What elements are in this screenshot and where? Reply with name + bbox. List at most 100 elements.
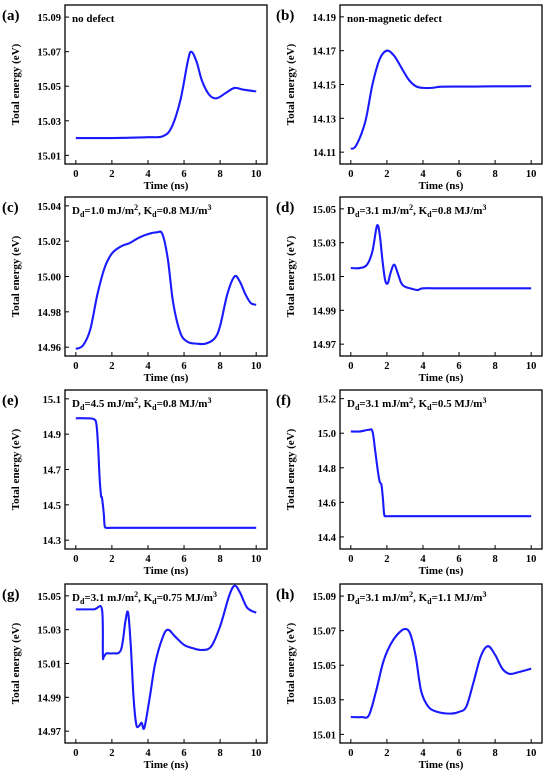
energy-curve [351, 629, 531, 718]
annotation-part: D [347, 592, 355, 604]
x-tick-label: 10 [526, 748, 537, 759]
y-tick-label: 14.4 [318, 533, 337, 544]
x-tick-label: 10 [251, 169, 262, 180]
energy-curve [351, 51, 531, 149]
y-tick-label: 15.03 [312, 239, 336, 250]
x-tick-label: 6 [456, 554, 461, 565]
annotation-part: =1.1 MJ/m [432, 592, 483, 604]
y-tick-label: 15.09 [312, 592, 336, 603]
y-tick-label: 15.04 [37, 202, 61, 213]
panel-annotation: Dd=1.0 mJ/m2, Kd=0.8 MJ/m3 [72, 203, 211, 219]
panel-letter: (b) [276, 8, 294, 24]
x-tick-label: 4 [420, 748, 426, 759]
annotation-part: D [347, 398, 355, 410]
y-tick-label: 14.11 [313, 148, 336, 159]
y-axis-title: Total energy (eV) [285, 428, 297, 510]
y-tick-label: 14.5 [43, 501, 61, 512]
x-tick-label: 4 [420, 554, 426, 565]
annotation-part: , K [138, 398, 153, 410]
x-tick-label: 8 [217, 361, 222, 372]
x-tick-label: 0 [348, 554, 353, 565]
x-tick-label: 8 [492, 361, 497, 372]
y-tick-label: 15.05 [312, 205, 336, 216]
energy-curve [76, 418, 256, 528]
x-axis-title: Time (ns) [144, 759, 189, 771]
y-tick-label: 15.03 [37, 117, 61, 128]
annotation-part: =4.5 mJ/m [84, 398, 134, 410]
panel-letter: (g) [2, 587, 20, 603]
x-tick-label: 4 [145, 361, 151, 372]
annotation-part: 3 [482, 396, 486, 405]
annotation-part: =3.1 mJ/m [359, 592, 409, 604]
y-tick-label: 14.19 [312, 13, 336, 24]
x-tick-label: 6 [181, 554, 186, 565]
y-tick-label: 15.03 [312, 696, 336, 707]
x-tick-label: 2 [109, 169, 114, 180]
y-axis-title: Total energy (eV) [285, 235, 297, 317]
panel-annotation: Dd=3.1 mJ/m2, Kd=1.1 MJ/m3 [347, 590, 486, 606]
x-tick-label: 0 [348, 169, 353, 180]
y-axis-title: Total energy (eV) [10, 235, 22, 317]
x-axis-title: Time (ns) [144, 565, 189, 577]
panel-annotation: Dd=3.1 mJ/m2, Kd=0.8 MJ/m3 [347, 203, 486, 219]
plot-frame [65, 5, 267, 164]
panel-annotation: no defect [72, 13, 115, 25]
x-axis-title: Time (ns) [419, 565, 464, 577]
x-tick-label: 10 [251, 361, 262, 372]
x-axis-title: Time (ns) [419, 372, 464, 384]
panel-letter: (d) [276, 200, 294, 216]
x-tick-label: 8 [492, 169, 497, 180]
x-tick-label: 10 [251, 554, 262, 565]
annotation-part: 3 [207, 396, 211, 405]
plot-frame [340, 5, 542, 164]
annotation-part: =0.8 MJ/m [157, 205, 208, 217]
annotation-part: 3 [207, 203, 211, 212]
annotation-part: =0.8 MJ/m [157, 398, 208, 410]
y-tick-label: 15.09 [37, 13, 61, 24]
plot-frame [65, 390, 267, 549]
annotation-part: D [347, 205, 355, 217]
energy-curve [351, 225, 531, 290]
y-axis-title: Total energy (eV) [10, 428, 22, 510]
x-tick-label: 4 [145, 748, 151, 759]
y-tick-label: 15.01 [312, 730, 336, 741]
annotation-part: , K [413, 398, 428, 410]
x-tick-label: 10 [526, 361, 537, 372]
x-tick-label: 0 [73, 169, 78, 180]
x-axis-title: Time (ns) [144, 372, 189, 384]
annotation-part: =0.5 MJ/m [432, 398, 483, 410]
annotation-part: D [72, 205, 80, 217]
annotation-part: =0.8 MJ/m [432, 205, 483, 217]
x-tick-label: 2 [109, 748, 114, 759]
annotation-part: =3.1 mJ/m [359, 205, 409, 217]
x-tick-label: 6 [181, 361, 186, 372]
x-tick-label: 6 [456, 748, 461, 759]
y-tick-label: 15.0 [318, 429, 336, 440]
y-tick-label: 14.98 [37, 308, 61, 319]
y-tick-label: 15.05 [37, 592, 61, 603]
y-axis-title: Total energy (eV) [10, 43, 22, 125]
panel-letter: (h) [276, 587, 294, 603]
y-tick-label: 14.9 [43, 430, 61, 441]
x-axis-title: Time (ns) [419, 180, 464, 192]
x-tick-label: 2 [109, 554, 114, 565]
y-tick-label: 15.03 [37, 626, 61, 637]
annotation-part: , K [413, 205, 428, 217]
x-tick-label: 2 [384, 169, 389, 180]
panel-letter: (c) [2, 200, 19, 216]
plot-frame [340, 390, 542, 549]
x-tick-label: 2 [109, 361, 114, 372]
x-tick-label: 6 [181, 169, 186, 180]
y-tick-label: 14.13 [312, 114, 336, 125]
y-tick-label: 14.17 [312, 47, 336, 58]
panel-f: 0 2 4 6 8 1014.414.614.815.015.2Time (ns)Tota… [276, 390, 542, 577]
y-tick-label: 14.8 [318, 464, 336, 475]
y-tick-label: 14.97 [37, 727, 61, 738]
energy-curve [351, 429, 531, 516]
panel-h: 0 2 4 6 8 1015.0115.0315.0515.0715.09Time (ns… [276, 584, 542, 771]
y-tick-label: 14.3 [43, 536, 61, 547]
y-tick-label: 15.01 [312, 273, 336, 284]
x-tick-label: 4 [145, 554, 151, 565]
y-tick-label: 15.00 [37, 273, 61, 284]
